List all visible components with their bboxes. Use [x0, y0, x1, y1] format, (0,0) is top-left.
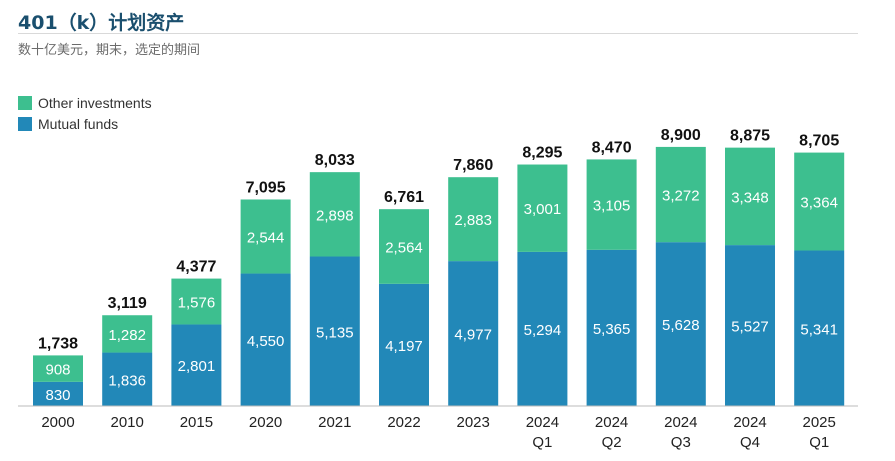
- chart-title: 401（k）计划资产: [18, 12, 185, 34]
- label-total-2015: 4,377: [176, 259, 216, 276]
- x-tick-label-2015: 2015: [180, 414, 213, 431]
- label-other-investments-2024-q4: 3,348: [731, 189, 769, 206]
- bar-mutual-funds-2022: [379, 283, 429, 406]
- label-total-2022: 6,761: [384, 189, 424, 206]
- label-other-investments-2021: 2,898: [316, 207, 354, 224]
- x-tick-label-2024-q3: 2024: [664, 414, 697, 431]
- legend-label-mutual-funds: Mutual funds: [38, 116, 119, 132]
- bar-mutual-funds-2010: [102, 352, 153, 406]
- x-tick-label-2024-q1: 2024: [526, 414, 559, 431]
- bar-mutual-funds-2024-q3: [655, 242, 706, 406]
- label-total-2020: 7,095: [246, 179, 286, 196]
- label-mutual-funds-2010: 1,836: [108, 372, 146, 389]
- x-tick-label-2010: 2010: [111, 414, 144, 431]
- label-other-investments-2025-q1: 3,364: [800, 195, 838, 212]
- bar-other-investments-2023: [448, 177, 499, 262]
- bar-other-investments-2021: [309, 172, 360, 257]
- x-tick-label-2023: 2023: [457, 414, 490, 431]
- bar-mutual-funds-2000: [33, 381, 83, 406]
- label-mutual-funds-2025-q1: 5,341: [800, 321, 838, 338]
- x-tick-label-2020: 2020: [249, 414, 282, 431]
- bar-other-investments-2024-q2: [586, 159, 637, 250]
- x-tick-label-2021: 2021: [318, 414, 351, 431]
- x-tick-label-2024-q3-line2: Q3: [671, 434, 691, 451]
- x-tick-label-2024-q1-line2: Q1: [532, 434, 552, 451]
- legend-item-mutual-funds: Mutual funds: [18, 114, 152, 134]
- x-tick-label-2025-q1-line2: Q1: [809, 434, 829, 451]
- bar-mutual-funds-2021: [309, 256, 360, 406]
- bar-mutual-funds-2020: [240, 273, 291, 406]
- bar-other-investments-2024-q3: [655, 146, 706, 243]
- bar-other-investments-2015: [171, 278, 222, 325]
- label-mutual-funds-2020: 4,550: [247, 333, 285, 350]
- label-total-2024-q4: 8,875: [730, 128, 770, 145]
- label-total-2010: 3,119: [108, 295, 147, 312]
- legend-item-other-investments: Other investments: [18, 93, 152, 113]
- label-total-2023: 7,860: [453, 157, 493, 174]
- legend-label-other-investments: Other investments: [38, 95, 152, 111]
- label-other-investments-2000: 908: [45, 362, 70, 379]
- bar-mutual-funds-2023: [448, 261, 499, 406]
- label-total-2025-q1: 8,705: [799, 133, 839, 150]
- x-tick-label-2025-q1: 2025: [803, 414, 836, 431]
- label-other-investments-2010: 1,282: [108, 327, 146, 344]
- label-other-investments-2015: 1,576: [178, 295, 216, 312]
- label-total-2024-q2: 8,470: [592, 139, 632, 156]
- bar-other-investments-2024-q4: [725, 147, 775, 246]
- label-other-investments-2023: 2,883: [454, 212, 492, 229]
- label-other-investments-2024-q3: 3,272: [662, 188, 700, 205]
- title-divider: [18, 33, 858, 34]
- bar-mutual-funds-2025-q1: [794, 250, 845, 406]
- bar-mutual-funds-2024-q4: [725, 245, 775, 406]
- x-tick-label-2024-q2: 2024: [595, 414, 628, 431]
- label-other-investments-2024-q1: 3,001: [524, 201, 562, 218]
- label-other-investments-2020: 2,544: [247, 230, 285, 247]
- bar-other-investments-2020: [240, 199, 291, 274]
- label-mutual-funds-2021: 5,135: [316, 324, 354, 341]
- label-mutual-funds-2000: 830: [45, 387, 70, 404]
- chart-subtitle: 数十亿美元，期末，选定的期间: [18, 43, 201, 58]
- bar-mutual-funds-2024-q1: [517, 251, 568, 406]
- bar-other-investments-2024-q1: [517, 164, 568, 252]
- label-mutual-funds-2024-q2: 5,365: [593, 321, 631, 338]
- x-tick-label-2000: 2000: [41, 414, 74, 431]
- bar-mutual-funds-2024-q2: [586, 249, 637, 406]
- label-total-2000: 1,738: [38, 335, 78, 352]
- x-tick-label-2024-q4: 2024: [733, 414, 766, 431]
- legend-swatch-mutual-funds: [18, 117, 32, 131]
- legend-swatch-other-investments: [18, 96, 32, 110]
- label-total-2024-q3: 8,900: [661, 127, 701, 144]
- label-mutual-funds-2024-q4: 5,527: [731, 319, 769, 336]
- label-total-2024-q1: 8,295: [522, 145, 562, 162]
- label-mutual-funds-2024-q3: 5,628: [662, 317, 700, 334]
- label-mutual-funds-2024-q1: 5,294: [524, 322, 562, 339]
- bar-mutual-funds-2015: [171, 324, 222, 406]
- label-total-2021: 8,033: [315, 152, 355, 169]
- x-tick-label-2024-q2-line2: Q2: [602, 434, 622, 451]
- bar-other-investments-2025-q1: [794, 152, 845, 251]
- bar-other-investments-2010: [102, 315, 153, 353]
- label-mutual-funds-2015: 2,801: [178, 358, 216, 375]
- label-other-investments-2022: 2,564: [385, 240, 423, 257]
- bar-other-investments-2000: [33, 355, 83, 382]
- label-mutual-funds-2023: 4,977: [454, 327, 492, 344]
- x-tick-label-2022: 2022: [387, 414, 420, 431]
- legend: Other investments Mutual funds: [18, 93, 152, 135]
- label-other-investments-2024-q2: 3,105: [593, 198, 631, 215]
- bar-other-investments-2022: [379, 209, 429, 284]
- label-mutual-funds-2022: 4,197: [385, 338, 423, 355]
- x-tick-label-2024-q4-line2: Q4: [740, 434, 760, 451]
